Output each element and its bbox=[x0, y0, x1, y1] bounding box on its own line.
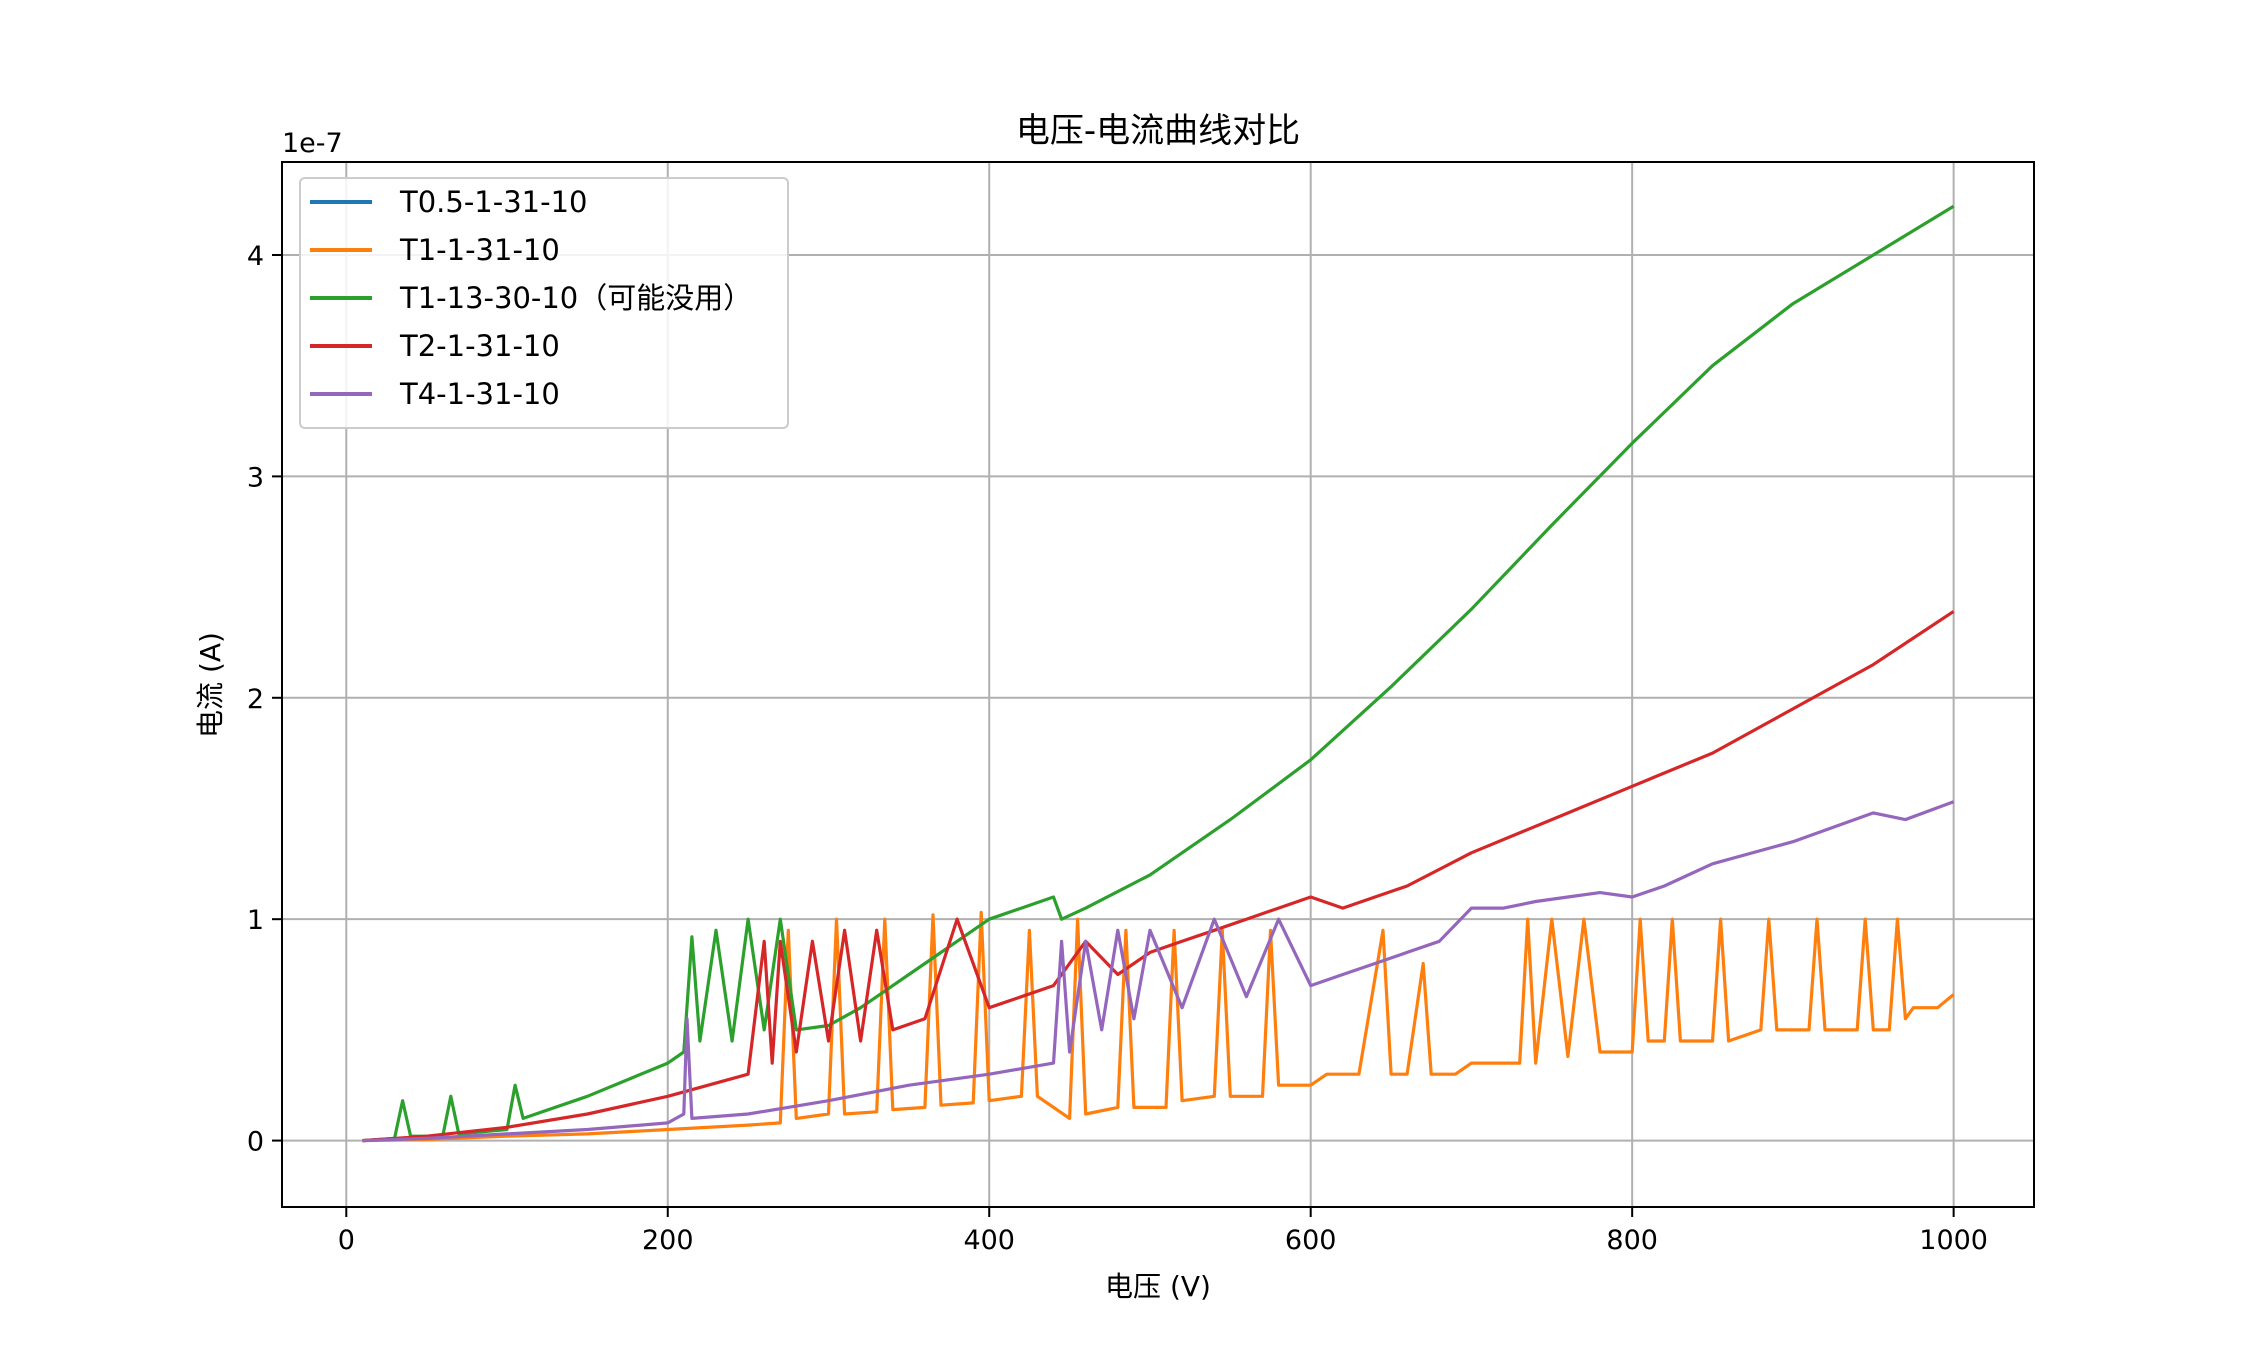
x-tick-label: 1000 bbox=[1919, 1225, 1988, 1256]
plot-frame bbox=[281, 161, 2035, 1208]
y-axis-label: 电流 (A) bbox=[194, 632, 227, 738]
y-tick-label: 4 bbox=[247, 241, 264, 272]
axis-ticks: 0 200 400 600 800 1000 0 1 2 3 4 bbox=[247, 241, 1988, 1256]
legend-label: T0.5-1-31-10 bbox=[399, 185, 587, 219]
x-tick-label: 0 bbox=[338, 1225, 355, 1256]
x-tick-label: 800 bbox=[1606, 1225, 1658, 1256]
y-tick-label: 1 bbox=[247, 905, 264, 936]
y-tick-label: 0 bbox=[247, 1127, 264, 1158]
grid bbox=[282, 162, 2034, 1207]
x-axis-label: 电压 (V) bbox=[1105, 1270, 1211, 1303]
y-tick-label: 2 bbox=[247, 684, 264, 715]
legend-label: T2-1-31-10 bbox=[399, 329, 560, 363]
legend-label: T1-1-31-10 bbox=[399, 233, 560, 267]
legend-label: T4-1-31-10 bbox=[399, 377, 560, 411]
legend-label: T1-13-30-10（可能没用） bbox=[399, 281, 752, 315]
x-tick-label: 400 bbox=[963, 1225, 1015, 1256]
x-tick-label: 600 bbox=[1285, 1225, 1337, 1256]
y-offset-label: 1e-7 bbox=[282, 128, 343, 159]
series-lines bbox=[362, 204, 1955, 1143]
series-line-5 bbox=[362, 800, 1955, 1143]
series-line-4 bbox=[362, 610, 1955, 1143]
x-tick-label: 200 bbox=[642, 1225, 694, 1256]
series-line-3 bbox=[362, 204, 1955, 1143]
legend: T0.5-1-31-10 T1-1-31-10 T1-13-30-10（可能没用） T… bbox=[299, 177, 789, 429]
y-tick-label: 3 bbox=[247, 462, 264, 493]
chart-title: 电压-电流曲线对比 bbox=[1016, 111, 1300, 151]
legend-box bbox=[299, 177, 789, 429]
